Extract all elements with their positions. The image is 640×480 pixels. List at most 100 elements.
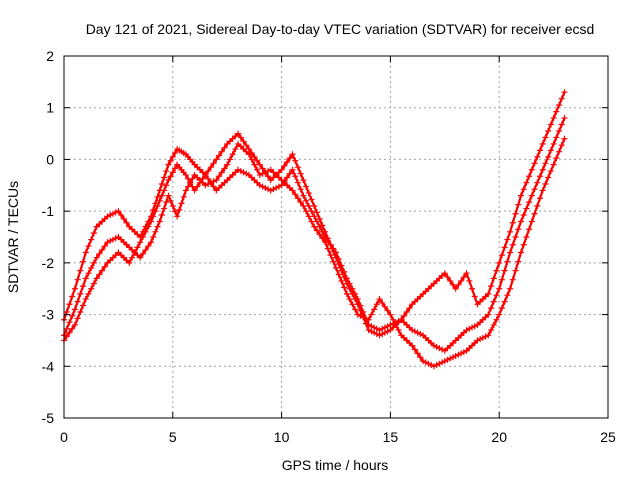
data-point [498, 252, 505, 259]
data-point [158, 212, 165, 219]
data-point [243, 142, 250, 149]
data-point [488, 327, 495, 334]
data-point [398, 316, 405, 323]
data-point [376, 332, 383, 339]
data-point [493, 292, 500, 299]
data-point [221, 144, 228, 151]
data-point [330, 258, 337, 265]
data-point [216, 173, 223, 180]
data-point [163, 199, 170, 206]
data-point [134, 244, 141, 251]
data-point [109, 236, 116, 243]
data-point [71, 285, 78, 292]
data-point [509, 241, 516, 248]
data-point [488, 283, 495, 290]
x-tick-label: 20 [491, 429, 507, 445]
data-point [313, 209, 320, 216]
data-point [71, 321, 78, 328]
data-point [485, 332, 492, 339]
y-tick-label: -1 [42, 203, 55, 219]
y-tick-label: 2 [46, 48, 54, 64]
data-point [537, 147, 543, 154]
data-point [379, 325, 386, 332]
data-point [216, 152, 223, 159]
data-point [371, 306, 378, 313]
data-point [498, 305, 505, 312]
data-point [286, 170, 293, 177]
data-point [517, 192, 524, 199]
data-point [156, 218, 163, 225]
data-point [237, 168, 244, 175]
data-point [373, 330, 380, 337]
data-point [474, 337, 481, 344]
data-point [292, 173, 299, 180]
data-point [267, 187, 274, 194]
data-point [545, 153, 552, 160]
data-point [82, 275, 89, 282]
data-point [373, 301, 380, 308]
x-tick-label: 0 [60, 429, 68, 445]
data-point [319, 235, 326, 242]
data-point [300, 177, 307, 184]
data-point [74, 315, 81, 322]
data-point [139, 234, 146, 240]
data-point [327, 252, 334, 259]
data-point [240, 138, 247, 145]
data-point [449, 354, 456, 361]
data-point [289, 151, 296, 158]
data-point [409, 327, 416, 334]
data-point [409, 342, 416, 349]
data-point [539, 166, 546, 173]
data-point [515, 258, 522, 265]
data-point [496, 285, 503, 292]
data-point [213, 156, 220, 163]
y-tick-label: 0 [46, 151, 54, 167]
data-point [90, 259, 97, 266]
data-point [469, 285, 475, 292]
data-point [88, 265, 95, 272]
data-point [137, 254, 144, 261]
data-point [235, 166, 242, 173]
data-point [289, 187, 296, 194]
data-point [148, 218, 155, 225]
data-point [403, 308, 410, 315]
data-point [281, 162, 288, 169]
data-point [512, 210, 519, 217]
data-point [430, 342, 437, 349]
data-point [308, 196, 315, 203]
data-point [362, 320, 369, 327]
data-point [240, 169, 247, 176]
data-point [254, 157, 261, 164]
data-point [292, 191, 299, 198]
data-point [515, 201, 522, 208]
data-point [466, 325, 473, 332]
data-point [167, 157, 174, 164]
data-point [463, 270, 470, 277]
data-point [460, 349, 467, 356]
data-point [308, 208, 315, 215]
data-point [163, 182, 170, 189]
data-point [520, 186, 527, 193]
data-point [556, 102, 563, 109]
data-point [485, 290, 492, 297]
data-point [278, 166, 285, 173]
data-point [528, 192, 535, 199]
data-point [553, 134, 560, 141]
data-point [294, 179, 301, 186]
data-point [254, 166, 261, 173]
data-point [447, 277, 454, 284]
data-point [74, 298, 81, 305]
data-point [493, 316, 500, 323]
data-point [338, 267, 345, 274]
data-point [251, 161, 258, 168]
data-point [303, 208, 310, 215]
data-point [381, 324, 388, 331]
data-point [477, 336, 484, 343]
data-point [433, 361, 440, 368]
data-point [542, 134, 549, 141]
data-point [381, 303, 388, 310]
data-point [129, 254, 135, 261]
data-point [422, 359, 429, 366]
data-point [165, 192, 172, 199]
data-point [512, 267, 519, 274]
